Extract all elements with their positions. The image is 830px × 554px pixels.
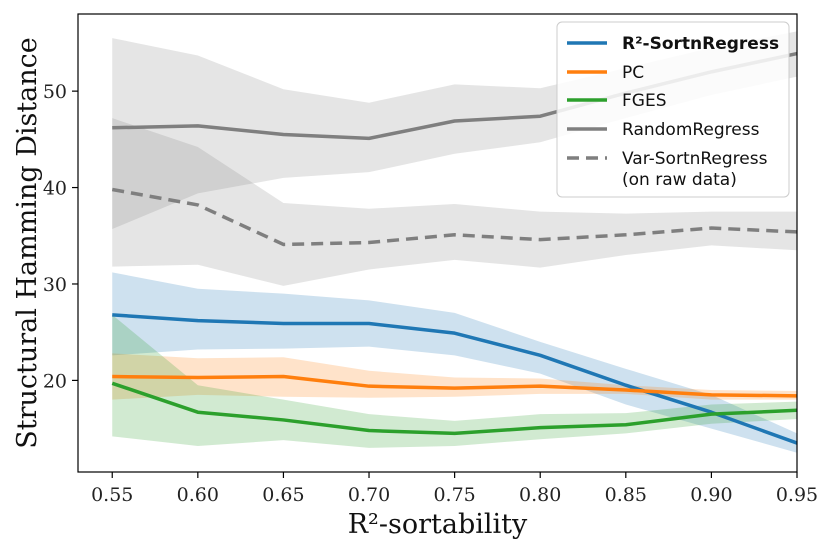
legend-label: R²-SortnRegress: [622, 34, 779, 54]
plot-frame: [77, 13, 798, 473]
line-series-5: [111, 187, 798, 247]
x-tick-label: 0.70: [348, 484, 390, 506]
line-series-2: [112, 374, 798, 398]
y-axis-ticks: 20 30 40 50: [43, 81, 78, 392]
x-axis-label: R²-sortability: [348, 509, 528, 540]
line-series-1: [112, 313, 798, 445]
band-series-2: [112, 353, 797, 400]
x-tick-label: 0.80: [519, 484, 561, 506]
y-axis-label: Structural Hamming Distance: [12, 37, 43, 449]
x-tick-label: 0.60: [177, 484, 219, 506]
legend-label: PC: [622, 63, 644, 83]
y-tick-label: 40: [43, 178, 67, 200]
legend-label: RandomRegress: [622, 120, 760, 140]
x-tick-label: 0.65: [262, 484, 304, 506]
legend-box: [556, 21, 790, 198]
legend-label: Var-SortnRegress (on raw data): [622, 149, 768, 190]
line-series-3: [111, 381, 798, 436]
y-tick-label: 50: [43, 81, 67, 103]
x-tick-label: 0.95: [776, 484, 818, 506]
y-tick-label: 20: [43, 370, 67, 392]
x-tick-label: 0.90: [690, 484, 732, 506]
x-axis-ticks: 0.55 0.60 0.65 0.70 0.75 0.80 0.85 0.90 0.95: [91, 472, 818, 506]
legend: R²-SortnRegress PC FGES RandomRegress Var-So…: [556, 21, 790, 198]
legend-label: FGES: [622, 91, 666, 111]
y-tick-label: 30: [43, 274, 67, 296]
x-tick-label: 0.55: [91, 484, 133, 506]
x-tick-label: 0.85: [605, 484, 647, 506]
x-tick-label: 0.75: [433, 484, 475, 506]
band-series-1: [112, 272, 797, 453]
series-lines: [111, 51, 798, 445]
band-series-3: [112, 314, 797, 448]
